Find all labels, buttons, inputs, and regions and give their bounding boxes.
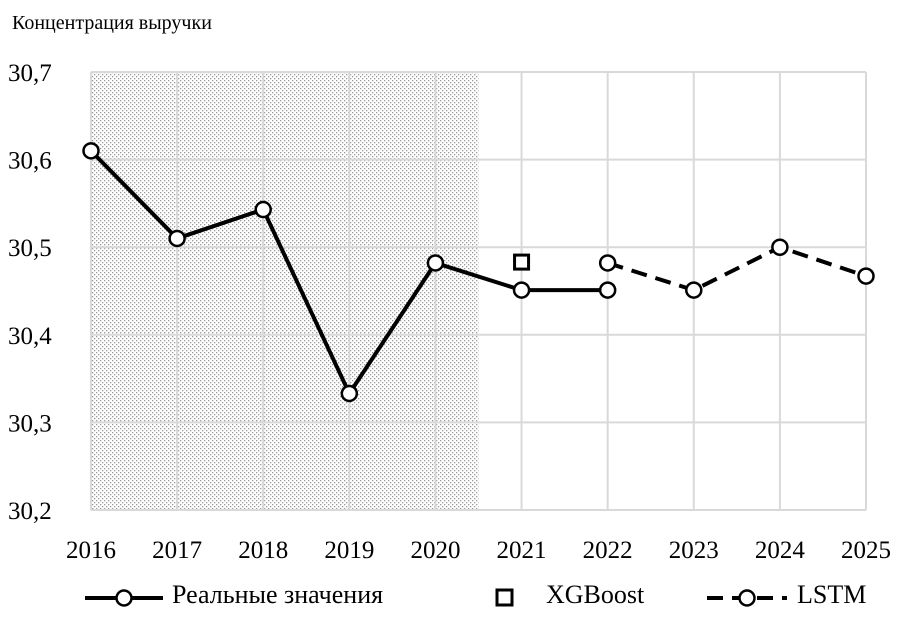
legend-label-real: Реальные значения <box>172 580 384 609</box>
x-tick-label: 2017 <box>152 537 202 564</box>
data-point-0 <box>168 229 186 248</box>
y-tick-label: 30,4 <box>8 323 52 350</box>
data-point-0 <box>254 200 272 219</box>
x-tick-label: 2019 <box>324 537 374 564</box>
data-point-2 <box>685 281 703 299</box>
y-tick-label: 30,7 <box>8 60 52 87</box>
legend: Реальные значения XGBoost LSTM <box>0 578 907 618</box>
legend-marker-xgboost <box>495 588 514 607</box>
x-tick-label: 2018 <box>238 537 288 564</box>
x-tick-label: 2016 <box>66 537 116 564</box>
x-tick-label: 2021 <box>497 537 547 564</box>
y-tick-label: 30,3 <box>8 410 52 437</box>
data-point-0 <box>512 281 531 299</box>
y-tick-label: 30,6 <box>8 148 52 175</box>
legend-label-xgboost: XGBoost <box>546 580 645 609</box>
legend-marker-lstm <box>738 589 756 607</box>
x-tick-label: 2023 <box>669 537 719 564</box>
y-axis-title: Концентрация выручки <box>12 12 212 34</box>
data-point-0 <box>598 281 617 299</box>
x-tick-label: 2020 <box>410 537 460 564</box>
data-point-0 <box>340 384 359 403</box>
y-tick-label: 30,5 <box>8 235 52 262</box>
data-point-0 <box>426 254 445 272</box>
data-point-1 <box>513 253 531 271</box>
x-tick-label: 2025 <box>841 537 891 564</box>
data-point-2 <box>598 254 617 272</box>
shaded-history-region <box>91 72 479 510</box>
legend-label-lstm: LSTM <box>797 580 867 609</box>
x-tick-label: 2024 <box>755 537 806 564</box>
x-tick-label: 2022 <box>583 537 633 564</box>
series-line-2 <box>607 245 867 293</box>
y-tick-label: 30,2 <box>8 498 52 525</box>
legend-marker-real <box>115 589 133 607</box>
data-point-2 <box>857 267 875 285</box>
data-point-0 <box>82 142 100 160</box>
data-point-2 <box>771 238 789 256</box>
